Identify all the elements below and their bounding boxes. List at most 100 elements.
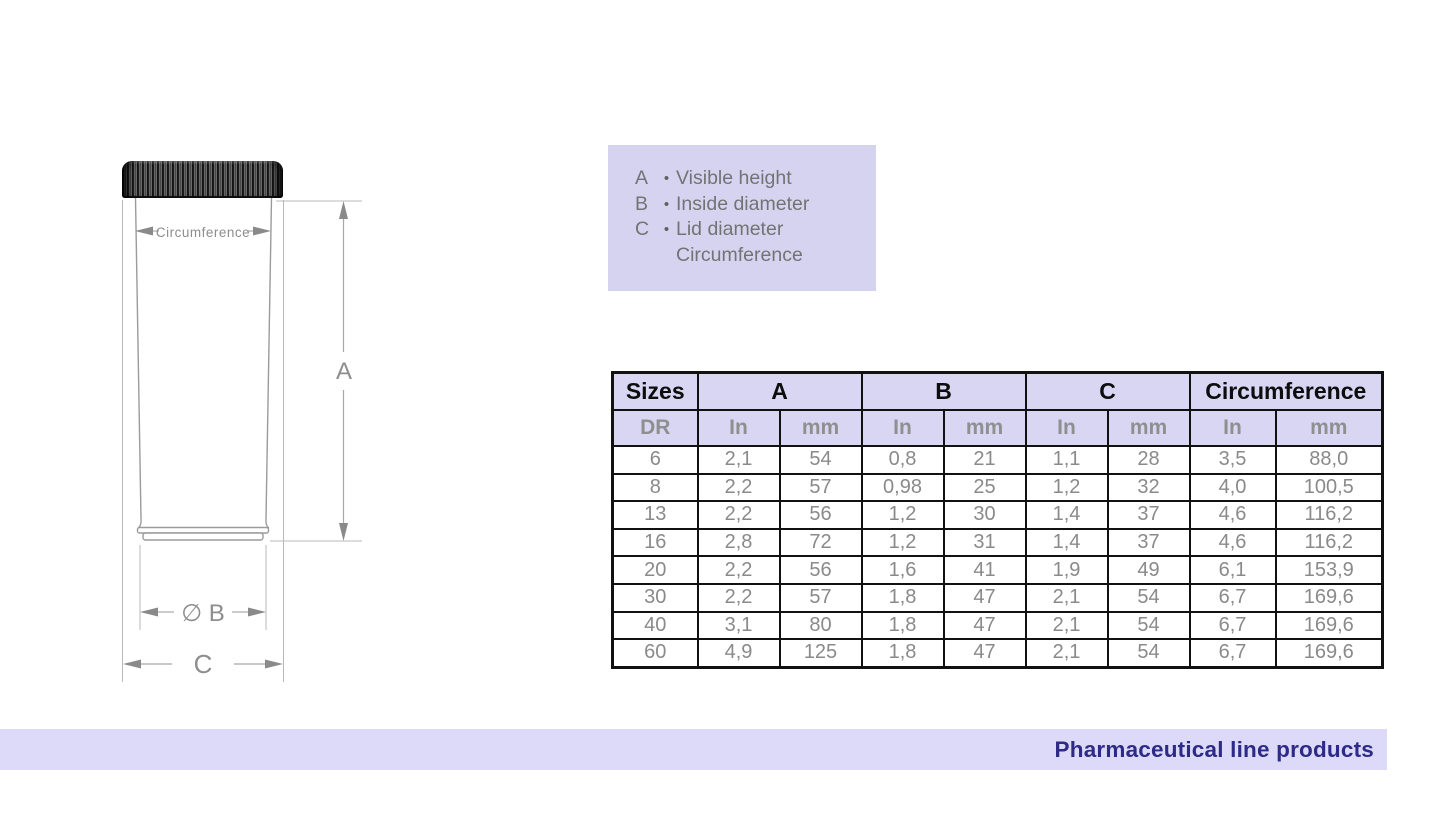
table-cell: 6,7 bbox=[1188, 582, 1277, 613]
legend-letter: C bbox=[635, 218, 650, 240]
table-subheader-cell: DR bbox=[611, 409, 699, 447]
table-subheader-row: DR In mm In mm In mm In mm bbox=[611, 409, 1384, 447]
table-subheader-cell: mm bbox=[1106, 409, 1191, 447]
table-row: 8 2,2 57 0,98 25 1,2 32 4,0 100,5 bbox=[611, 472, 1384, 503]
table-subheader-cell: In bbox=[1188, 409, 1277, 447]
table-cell: 54 bbox=[778, 445, 863, 475]
footer-title: Pharmaceutical line products bbox=[1054, 737, 1374, 762]
table-cell: 54 bbox=[1106, 610, 1191, 641]
table-cell: 1,9 bbox=[1024, 555, 1109, 585]
table-cell: 1,4 bbox=[1024, 527, 1109, 558]
table-cell: 80 bbox=[778, 610, 863, 641]
circumference-arrow-right bbox=[253, 226, 271, 236]
table-cell: 169,6 bbox=[1274, 638, 1384, 669]
table-cell: 2,2 bbox=[696, 500, 781, 530]
table-cell: 47 bbox=[942, 582, 1027, 613]
bullet-icon: • bbox=[663, 221, 670, 238]
table-cell: 40 bbox=[611, 610, 699, 641]
c-dim-label: C bbox=[194, 649, 213, 679]
table-cell: 60 bbox=[611, 638, 699, 669]
table-cell: 16 bbox=[611, 527, 699, 558]
table-cell: 31 bbox=[942, 527, 1027, 558]
table-cell: 169,6 bbox=[1274, 582, 1384, 613]
table-cell: 8 bbox=[611, 472, 699, 503]
legend-item-c: C • Lid diameter bbox=[635, 217, 876, 243]
table-cell: 72 bbox=[778, 527, 863, 558]
table-cell: 57 bbox=[778, 582, 863, 613]
table-cell: 169,6 bbox=[1274, 610, 1384, 641]
c-arrow-right bbox=[265, 659, 283, 669]
table-cell: 2,2 bbox=[696, 472, 781, 503]
col-header-circumference: Circumference bbox=[1188, 371, 1384, 411]
table-cell: 0,98 bbox=[860, 472, 945, 503]
table-cell: 41 bbox=[942, 555, 1027, 585]
table-cell: 28 bbox=[1106, 445, 1191, 475]
table-subheader-cell: In bbox=[860, 409, 945, 447]
table-cell: 47 bbox=[942, 610, 1027, 641]
legend-box: A • Visible height B • Inside diameter C… bbox=[608, 145, 876, 291]
table-cell: 3,5 bbox=[1188, 445, 1277, 475]
a-dim-label: A bbox=[336, 358, 352, 385]
vial-base-flange bbox=[136, 526, 270, 534]
table-cell: 56 bbox=[778, 500, 863, 530]
table-subheader-cell: In bbox=[696, 409, 781, 447]
table-cell: 1,2 bbox=[860, 527, 945, 558]
legend-item-b: B • Inside diameter bbox=[635, 192, 876, 218]
vial-technical-drawing: Circumference A ∅ B C bbox=[122, 197, 362, 682]
table-cell: 6,7 bbox=[1188, 638, 1277, 669]
footer-bar: Pharmaceutical line products bbox=[0, 729, 1387, 770]
table-cell: 1,8 bbox=[860, 610, 945, 641]
table-cell: 1,8 bbox=[860, 638, 945, 669]
vial-cap-ribbed bbox=[122, 161, 283, 198]
legend-item-a: A • Visible height bbox=[635, 166, 876, 192]
table-cell: 21 bbox=[942, 445, 1027, 475]
table-cell: 2,1 bbox=[1024, 582, 1109, 613]
table-group-header-row: Sizes A B C Circumference bbox=[611, 371, 1384, 411]
legend-item-circumference: Circumference bbox=[635, 243, 876, 269]
circumference-dim-label: Circumference bbox=[156, 225, 250, 240]
legend-text: Lid diameter bbox=[676, 218, 784, 240]
table-cell: 0,8 bbox=[860, 445, 945, 475]
table-cell: 54 bbox=[1106, 638, 1191, 669]
table-cell: 47 bbox=[942, 638, 1027, 669]
table-cell: 88,0 bbox=[1274, 445, 1384, 475]
col-header-c: C bbox=[1024, 371, 1191, 411]
col-header-sizes: Sizes bbox=[611, 371, 699, 411]
legend-letter: A bbox=[635, 167, 649, 189]
table-cell: 25 bbox=[942, 472, 1027, 503]
table-cell: 4,6 bbox=[1188, 527, 1277, 558]
table-cell: 3,1 bbox=[696, 610, 781, 641]
b-arrow-left bbox=[140, 607, 158, 617]
table-cell: 30 bbox=[611, 582, 699, 613]
table-cell: 153,9 bbox=[1274, 555, 1384, 585]
table-cell: 1,1 bbox=[1024, 445, 1109, 475]
table-row: 60 4,9 125 1,8 47 2,1 54 6,7 169,6 bbox=[611, 638, 1384, 669]
table-cell: 37 bbox=[1106, 500, 1191, 530]
table-cell: 57 bbox=[778, 472, 863, 503]
table-row: 13 2,2 56 1,2 30 1,4 37 4,6 116,2 bbox=[611, 500, 1384, 530]
table-cell: 1,8 bbox=[860, 582, 945, 613]
b-arrow-right bbox=[248, 607, 266, 617]
table-row: 6 2,1 54 0,8 21 1,1 28 3,5 88,0 bbox=[611, 445, 1384, 475]
table-cell: 116,2 bbox=[1274, 500, 1384, 530]
table-cell: 20 bbox=[611, 555, 699, 585]
table-subheader-cell: In bbox=[1024, 409, 1109, 447]
table-cell: 4,0 bbox=[1188, 472, 1277, 503]
table-cell: 6 bbox=[611, 445, 699, 475]
table-cell: 6,7 bbox=[1188, 610, 1277, 641]
vial-body-left-edge bbox=[134, 197, 142, 529]
table-row: 30 2,2 57 1,8 47 2,1 54 6,7 169,6 bbox=[611, 582, 1384, 613]
vial-base-lip bbox=[142, 532, 264, 541]
size-table-body: 6 2,1 54 0,8 21 1,1 28 3,5 88,0 8 2,2 57 0,98 25 1,2 32… bbox=[611, 445, 1384, 669]
table-subheader-cell: mm bbox=[1274, 409, 1384, 447]
table-cell: 116,2 bbox=[1274, 527, 1384, 558]
table-cell: 37 bbox=[1106, 527, 1191, 558]
bullet-icon: • bbox=[663, 195, 670, 213]
size-table: Sizes A B C Circumference DR In mm In mm In mm… bbox=[611, 371, 1385, 669]
table-cell: 54 bbox=[1106, 582, 1191, 613]
table-cell: 2,1 bbox=[1024, 610, 1109, 641]
table-cell: 1,2 bbox=[860, 500, 945, 530]
table-cell: 2,2 bbox=[696, 555, 781, 585]
legend-letter: B bbox=[635, 192, 649, 215]
a-arrow-up bbox=[339, 201, 348, 219]
